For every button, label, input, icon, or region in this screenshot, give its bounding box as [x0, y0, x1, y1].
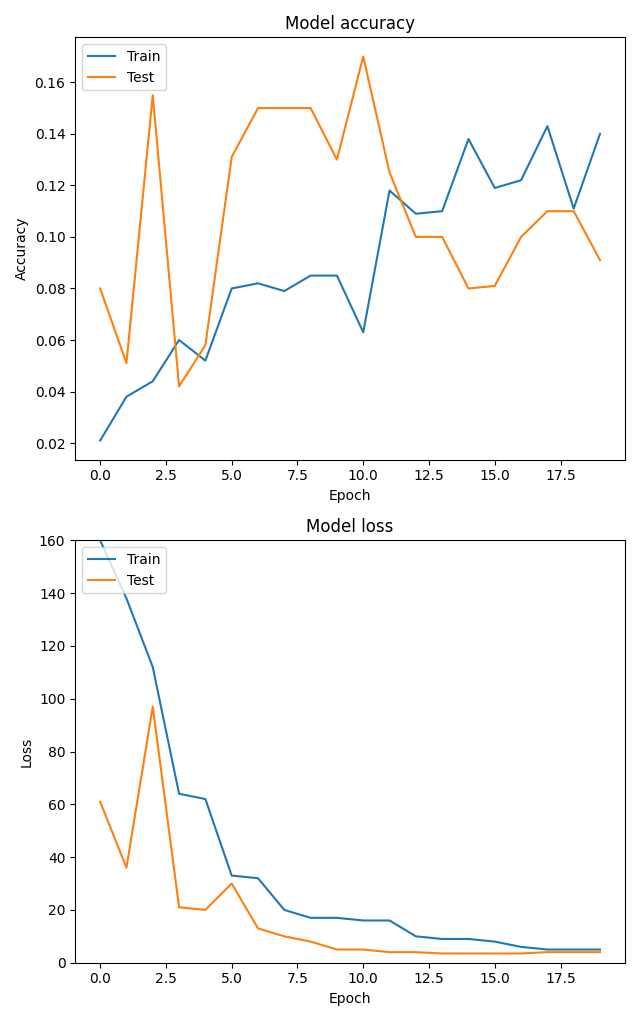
Test [412, 231, 420, 243]
Test [123, 357, 131, 370]
Test [596, 946, 604, 959]
Train [517, 175, 525, 187]
X-axis label: Epoch: Epoch [329, 489, 371, 503]
Test [438, 947, 446, 960]
Train [491, 182, 499, 194]
Train [175, 334, 183, 346]
Train [123, 391, 131, 403]
Test [333, 153, 340, 165]
Train [149, 661, 157, 673]
X-axis label: Epoch: Epoch [329, 992, 371, 1006]
Train [333, 912, 340, 924]
Test [465, 283, 472, 295]
Train [360, 915, 367, 927]
Test [491, 280, 499, 292]
Test [254, 102, 262, 114]
Test [149, 89, 157, 101]
Test [307, 102, 314, 114]
Train [596, 128, 604, 140]
Train [596, 943, 604, 956]
Train [386, 915, 394, 927]
Train [307, 912, 314, 924]
Train [123, 592, 131, 604]
Legend: Train, Test: Train, Test [82, 547, 166, 593]
Train [465, 133, 472, 145]
Line: Test: Test [100, 56, 600, 386]
Test [517, 231, 525, 243]
Test [202, 904, 209, 916]
Train [570, 943, 577, 956]
Title: Model accuracy: Model accuracy [285, 15, 415, 33]
Test [254, 922, 262, 934]
Train [228, 283, 236, 295]
Test [96, 283, 104, 295]
Train [96, 434, 104, 446]
Train [280, 285, 288, 297]
Train [412, 207, 420, 220]
Test [386, 946, 394, 959]
Train [202, 354, 209, 367]
Train [412, 930, 420, 942]
Train [517, 940, 525, 953]
Train [149, 375, 157, 387]
Y-axis label: Loss: Loss [19, 736, 33, 767]
Train [254, 872, 262, 884]
Test [570, 946, 577, 959]
Y-axis label: Accuracy: Accuracy [15, 216, 29, 281]
Test [596, 254, 604, 266]
Train [228, 870, 236, 882]
Train [543, 943, 551, 956]
Train [280, 904, 288, 916]
Test [386, 166, 394, 179]
Line: Test: Test [100, 707, 600, 954]
Test [491, 947, 499, 960]
Train [543, 120, 551, 133]
Train [202, 793, 209, 806]
Test [228, 151, 236, 163]
Test [517, 947, 525, 960]
Test [123, 862, 131, 874]
Test [228, 877, 236, 889]
Test [175, 902, 183, 914]
Train [307, 270, 314, 282]
Test [465, 947, 472, 960]
Title: Model loss: Model loss [307, 518, 394, 536]
Train [465, 933, 472, 945]
Train [570, 202, 577, 214]
Test [149, 700, 157, 713]
Test [333, 943, 340, 956]
Line: Train: Train [100, 127, 600, 440]
Test [543, 946, 551, 959]
Test [360, 50, 367, 62]
Test [307, 935, 314, 947]
Train [333, 270, 340, 282]
Train [360, 326, 367, 338]
Train [438, 205, 446, 217]
Test [280, 930, 288, 942]
Test [202, 339, 209, 351]
Test [438, 231, 446, 243]
Train [254, 277, 262, 289]
Train [491, 935, 499, 947]
Test [280, 102, 288, 114]
Test [570, 205, 577, 217]
Train [438, 933, 446, 945]
Train [96, 534, 104, 546]
Test [175, 380, 183, 392]
Test [412, 946, 420, 959]
Test [360, 943, 367, 956]
Line: Train: Train [100, 540, 600, 950]
Train [386, 185, 394, 197]
Legend: Train, Test: Train, Test [82, 44, 166, 90]
Train [175, 787, 183, 799]
Test [96, 795, 104, 808]
Test [543, 205, 551, 217]
